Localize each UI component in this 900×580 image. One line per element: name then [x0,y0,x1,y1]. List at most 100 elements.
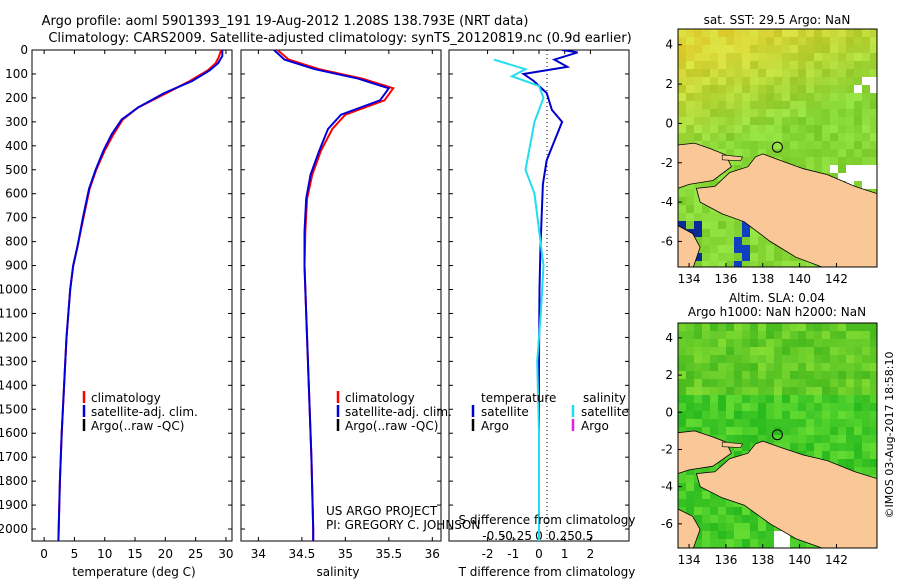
field-cell [726,125,734,133]
field-cell [830,101,838,109]
field-cell [822,93,830,101]
field-cell [814,165,822,173]
field-cell [686,221,694,229]
field-cell [854,355,862,363]
field-cell [758,371,766,379]
field-cell [854,339,862,347]
field-cell [678,499,686,507]
field-cell [798,37,806,45]
field-cell [822,53,830,61]
field-cell [742,125,750,133]
depth-tick-label: 1800 [0,474,28,488]
field-cell [710,101,718,109]
field-cell [694,339,702,347]
field-cell [686,125,694,133]
x-tick-label: -2 [482,547,494,561]
field-cell [814,355,822,363]
field-cell [862,85,870,93]
field-cell [694,37,702,45]
field-cell [838,29,846,37]
field-cell [846,451,854,459]
field-cell [710,37,718,45]
field-cell [710,125,718,133]
field-cell [814,419,822,427]
field-cell [798,109,806,117]
field-cell [678,53,686,61]
field-cell [702,77,710,85]
field-cell [686,61,694,69]
field-cell [790,395,798,403]
field-cell [774,149,782,157]
field-cell [798,355,806,363]
field-cell [774,77,782,85]
field-cell [830,61,838,69]
field-cell [750,45,758,53]
field-cell [702,245,710,253]
field-cell [806,61,814,69]
field-cell [750,387,758,395]
field-cell [750,109,758,117]
field-cell [774,125,782,133]
series-line-climatology [276,50,395,541]
field-cell [782,443,790,451]
field-cell [854,411,862,419]
lon-tick-label: 142 [825,553,848,567]
field-cell [774,93,782,101]
field-cell [702,363,710,371]
field-cell [766,331,774,339]
s-tick-label: -0.5 [482,529,505,543]
field-cell [790,331,798,339]
sst-map-panel: sat. SST: 29.5 Argo: NaN 134 136 138 140 142… [661,13,878,286]
field-cell [678,117,686,125]
field-cell [758,237,766,245]
field-cell [718,387,726,395]
field-cell [750,331,758,339]
field-cell [838,339,846,347]
field-cell [822,77,830,85]
field-cell [678,339,686,347]
field-cell [790,133,798,141]
field-cell [774,419,782,427]
x-tick-label: 10 [97,547,112,561]
field-cell [790,379,798,387]
field-cell [750,323,758,331]
field-cell [790,443,798,451]
field-cell [734,69,742,77]
field-cell [766,371,774,379]
field-cell [718,229,726,237]
field-cell [846,53,854,61]
field-cell [814,157,822,165]
field-cell [678,93,686,101]
field-cell [862,339,870,347]
field-cell [702,221,710,229]
field-cell [710,109,718,117]
field-cell [718,427,726,435]
salinity-series [273,50,395,541]
field-cell [798,347,806,355]
field-cell [854,323,862,331]
field-cell [686,363,694,371]
lon-tick-label: 142 [825,272,848,286]
field-cell [694,355,702,363]
sla-map-title-line1: Altim. SLA: 0.04 [729,291,825,305]
field-cell [694,387,702,395]
lat-tick-label: 4 [665,331,673,345]
field-cell [718,117,726,125]
field-cell [798,539,806,547]
field-cell [870,467,877,475]
field-cell [766,101,774,109]
field-cell [798,403,806,411]
field-cell [830,45,838,53]
field-cell [710,331,718,339]
series-line-s-satellite [493,58,545,541]
field-cell [774,69,782,77]
aru-islands [678,508,701,548]
field-cell [846,387,854,395]
copyright-stamp: ©IMOS 03-Aug-2017 18:58:10 [883,352,896,519]
field-cell [694,467,702,475]
field-cell [758,427,766,435]
field-cell [870,355,877,363]
field-cell [726,363,734,371]
field-cell [830,173,838,181]
field-cell [726,347,734,355]
